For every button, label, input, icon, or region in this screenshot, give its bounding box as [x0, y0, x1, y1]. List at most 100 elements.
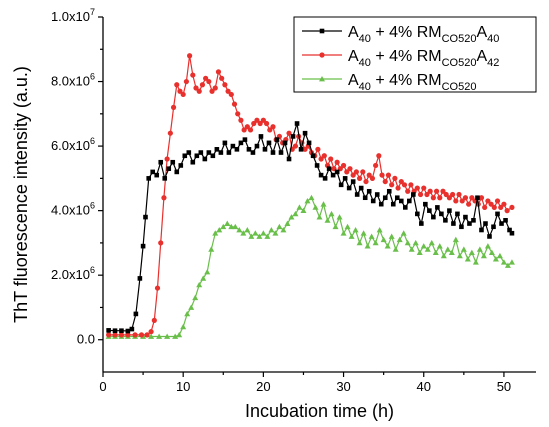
- data-point: [177, 88, 183, 94]
- legend-subscript: 42: [487, 57, 499, 69]
- data-point: [398, 178, 404, 185]
- data-point: [388, 233, 395, 239]
- x-tick-label: 0: [99, 379, 106, 394]
- data-point: [360, 230, 367, 236]
- data-point: [219, 75, 225, 81]
- x-tick-label: 30: [336, 379, 350, 394]
- data-point: [334, 159, 340, 165]
- data-point: [431, 214, 436, 220]
- data-point: [230, 143, 236, 149]
- data-point: [162, 176, 168, 181]
- data-point: [430, 195, 436, 201]
- data-point: [452, 236, 459, 243]
- data-point: [186, 150, 192, 155]
- legend-subscript: 40: [359, 57, 371, 69]
- data-point: [384, 243, 391, 249]
- data-point: [183, 78, 189, 85]
- data-point: [238, 140, 244, 146]
- data-point: [451, 221, 456, 226]
- data-point: [480, 252, 487, 259]
- data-point: [148, 333, 155, 339]
- data-point: [346, 185, 352, 191]
- data-point: [193, 85, 199, 91]
- data-point: [226, 150, 232, 155]
- data-point: [196, 281, 203, 288]
- data-point: [328, 156, 334, 162]
- y-tick-exponent: 6: [90, 265, 95, 275]
- legend-swatch-marker: [319, 28, 325, 34]
- data-point: [112, 328, 118, 333]
- data-point: [509, 230, 515, 236]
- data-point: [366, 188, 372, 194]
- data-point: [220, 223, 227, 230]
- data-point: [210, 153, 216, 159]
- y-tick-label: 2.0x106: [51, 265, 95, 282]
- data-point: [472, 259, 479, 265]
- data-point: [302, 130, 308, 136]
- data-point: [244, 227, 251, 233]
- y-tick-label: 0.0: [77, 332, 95, 347]
- x-tick-label: 20: [256, 379, 270, 394]
- data-point: [508, 259, 515, 265]
- data-point: [419, 221, 424, 226]
- data-point: [302, 146, 308, 152]
- data-point: [483, 221, 488, 226]
- data-point: [495, 211, 500, 217]
- data-point: [324, 217, 331, 223]
- x-tick-label: 40: [417, 379, 431, 394]
- y-tick-exponent: 7: [90, 7, 95, 17]
- data-point: [174, 82, 180, 88]
- y-axis-title: ThT fluorescence intensity (a.u.): [11, 66, 31, 323]
- data-point: [228, 223, 235, 230]
- data-point: [507, 227, 512, 233]
- data-point: [350, 172, 356, 178]
- data-point: [478, 195, 485, 201]
- data-point: [435, 205, 440, 210]
- data-point: [395, 185, 401, 191]
- legend-text-part: + 4% RM: [371, 48, 442, 65]
- data-point: [170, 159, 176, 165]
- data-point: [433, 188, 440, 194]
- data-point: [368, 233, 375, 239]
- data-point: [144, 332, 150, 338]
- data-point: [353, 169, 359, 175]
- data-point: [290, 134, 296, 139]
- data-point: [212, 85, 218, 91]
- data-point: [488, 201, 494, 207]
- data-point: [222, 140, 228, 146]
- data-point: [415, 211, 420, 217]
- data-point: [267, 127, 273, 133]
- data-point: [420, 243, 427, 249]
- data-point: [180, 323, 187, 330]
- legend-subscript: 40: [359, 81, 371, 93]
- data-point: [342, 176, 348, 181]
- data-point: [336, 214, 343, 220]
- data-point: [491, 224, 496, 230]
- data-point: [202, 156, 208, 162]
- data-point: [424, 246, 431, 252]
- data-point: [300, 207, 307, 214]
- data-point: [272, 230, 279, 236]
- legend-text-part: A: [476, 48, 487, 65]
- ticks-layer: 0 10 20 30 40 500.02.0x1064.0x1066.0x1068.0x1…: [51, 7, 511, 394]
- legend-text-part: + 4% RM: [371, 72, 442, 89]
- data-point: [408, 246, 415, 252]
- data-point: [187, 53, 193, 59]
- data-point: [196, 88, 202, 94]
- data-point: [443, 191, 449, 198]
- legend-label: A40 + 4% RMCO520A40: [348, 24, 499, 45]
- data-point: [379, 172, 385, 178]
- legend-subscript: CO520: [442, 57, 477, 69]
- data-point: [284, 220, 291, 226]
- data-point: [504, 208, 510, 214]
- data-point: [251, 120, 257, 127]
- data-point: [444, 246, 451, 252]
- data-point: [260, 230, 267, 236]
- data-point: [439, 211, 444, 217]
- data-point: [320, 201, 327, 207]
- data-point: [106, 332, 112, 338]
- x-tick-label: 10: [176, 379, 190, 394]
- data-point: [376, 153, 382, 159]
- data-point: [274, 137, 280, 142]
- data-point: [178, 163, 184, 168]
